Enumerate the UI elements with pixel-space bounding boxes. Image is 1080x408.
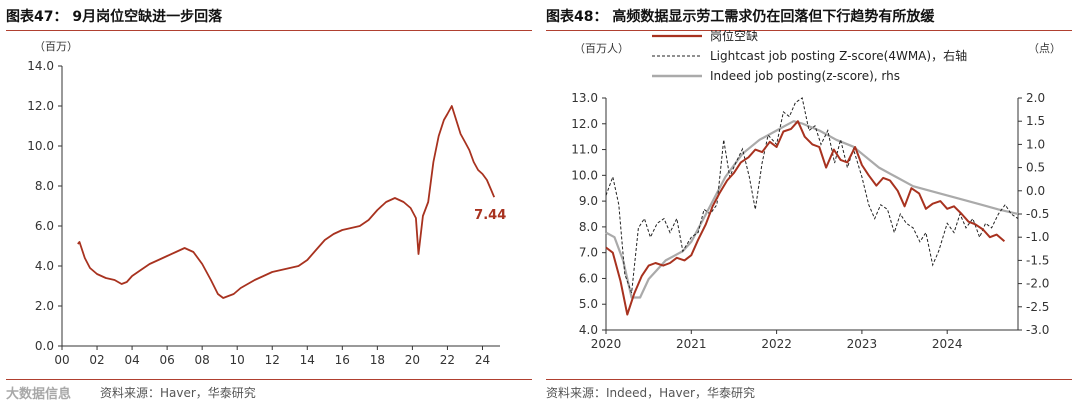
watermark-text: 大数据信息 (6, 387, 72, 402)
right-chart-title: 图表48： 高频数据显示劳工需求仍在回落但下行趋势有所放缓 (546, 9, 935, 25)
right-y-tick-label: 1.5 (1026, 114, 1045, 128)
chart-legend: 岗位空缺 Lightcast job posting Z-score(4WMA)，… (652, 30, 967, 83)
x-tick-label: 2022 (761, 337, 792, 351)
x-tick-label: 12 (265, 353, 280, 367)
lightcast-posting-line (605, 97, 1019, 294)
job-openings-line (77, 105, 496, 299)
left-y-tick-label: 4.0 (579, 323, 598, 337)
legend-label: Lightcast job posting Z-score(4WMA)，右轴 (710, 48, 967, 63)
high-frequency-labor-chart: （百万人） （点） 4.0 5.0 6.0 7.0 8.0 9.0 10.0 11.0 12.0 13… (571, 30, 1061, 351)
left-chart-title: 图表47： 9月岗位空缺进一步回落 (6, 9, 223, 25)
job-openings-line (605, 120, 1006, 316)
x-tick-label: 04 (124, 353, 139, 367)
right-chart-panel: 图表48： 高频数据显示劳工需求仍在回落但下行趋势有所放缓 （百万人） （点） 4.… (540, 0, 1080, 408)
title-rule (546, 30, 1072, 31)
x-tick-label: 06 (159, 353, 174, 367)
y-tick-label: 4.0 (35, 259, 54, 273)
indeed-posting-line (605, 120, 1019, 299)
title-rule (6, 30, 532, 31)
right-y-tick-label: -2.5 (1026, 300, 1049, 314)
y-tick-label: 8.0 (35, 179, 54, 193)
left-y-tick-label: 13.0 (571, 91, 598, 105)
y-tick-label: 14.0 (27, 59, 54, 73)
right-y-tick-label: -1.0 (1026, 230, 1049, 244)
x-tick-label: 22 (440, 353, 455, 367)
x-tick-label: 08 (195, 353, 210, 367)
x-tick-label: 2024 (932, 337, 963, 351)
right-y-tick-label: 1.0 (1026, 137, 1045, 151)
right-y-tick-label: -2.0 (1026, 277, 1049, 291)
y-tick-label: 12.0 (27, 99, 54, 113)
legend-label: 岗位空缺 (710, 30, 758, 43)
left-y-tick-label: 6.0 (579, 271, 598, 285)
left-y-tick-label: 11.0 (571, 143, 598, 157)
left-y-tick-label: 10.0 (571, 168, 598, 182)
right-y-tick-label: -1.5 (1026, 253, 1049, 267)
y-tick-label: 10.0 (27, 139, 54, 153)
end-value-label: 7.44 (474, 208, 506, 223)
x-tick-label: 00 (54, 353, 69, 367)
openings-line-chart: （百万） 0.0 2.0 4.0 6.0 8.0 10.0 12.0 14.0 00 02 04 06 0… (27, 40, 506, 367)
x-tick-label: 2021 (676, 337, 707, 351)
source-rule (6, 379, 532, 380)
left-source-note: 资料来源：Haver，华泰研究 (100, 386, 256, 400)
left-y-tick-label: 5.0 (579, 297, 598, 311)
y-tick-label: 2.0 (35, 299, 54, 313)
x-tick-label: 20 (405, 353, 420, 367)
x-tick-label: 10 (230, 353, 245, 367)
left-axis-unit-label: （百万人） (574, 42, 629, 55)
legend-label: Indeed job posting(z-score), rhs (710, 69, 900, 83)
x-tick-label: 02 (89, 353, 104, 367)
y-axis-unit-label: （百万） (34, 40, 78, 53)
left-y-tick-label: 9.0 (579, 194, 598, 208)
left-y-tick-label: 7.0 (579, 246, 598, 260)
x-tick-label: 16 (335, 353, 350, 367)
left-y-tick-label: 12.0 (571, 117, 598, 131)
right-y-tick-label: -0.5 (1026, 207, 1049, 221)
x-tick-label: 14 (300, 353, 315, 367)
left-y-tick-label: 8.0 (579, 220, 598, 234)
right-y-tick-label: -3.0 (1026, 323, 1049, 337)
x-tick-label: 2023 (847, 337, 878, 351)
x-tick-label: 24 (475, 353, 490, 367)
right-axis-unit-label: （点） (1028, 42, 1061, 55)
right-y-tick-label: 2.0 (1026, 91, 1045, 105)
right-y-tick-label: 0.5 (1026, 161, 1045, 175)
x-tick-label: 18 (370, 353, 385, 367)
source-rule (546, 379, 1072, 380)
right-y-tick-label: 0.0 (1026, 184, 1045, 198)
right-source-note: 资料来源：Indeed，Haver，华泰研究 (546, 386, 755, 400)
x-tick-label: 2020 (591, 337, 622, 351)
y-tick-label: 6.0 (35, 219, 54, 233)
y-tick-label: 0.0 (35, 339, 54, 353)
left-chart-panel: 图表47： 9月岗位空缺进一步回落 （百万） 0.0 2.0 4.0 6.0 8.0 10.… (6, 9, 532, 402)
